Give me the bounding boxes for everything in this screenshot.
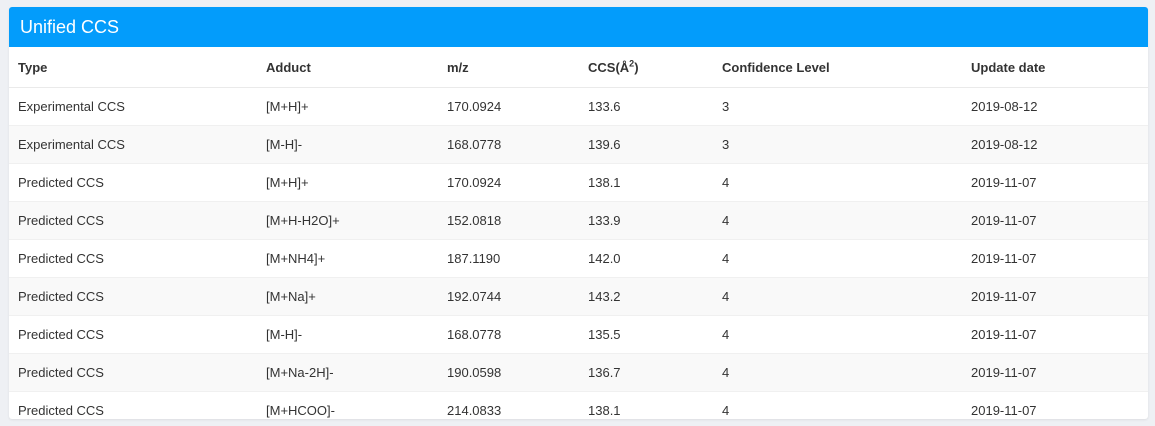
table-row: Predicted CCS [M-H]- 168.0778 135.5 4 2019-11… (9, 315, 1148, 354)
cell-ccs: 135.5 (579, 315, 713, 354)
cell-update-date: 2019-11-07 (962, 277, 1148, 316)
cell-mz: 214.0833 (438, 391, 579, 419)
table-row: Predicted CCS [M+NH4]+ 187.1190 142.0 4 2019-… (9, 239, 1148, 278)
cell-type: Predicted CCS (9, 201, 257, 240)
table-row: Predicted CCS [M+HCOO]- 214.0833 138.1 4 2019… (9, 391, 1148, 419)
column-header-adduct: Adduct (257, 47, 438, 88)
cell-update-date: 2019-11-07 (962, 353, 1148, 392)
cell-mz: 168.0778 (438, 125, 579, 164)
cell-mz: 187.1190 (438, 239, 579, 278)
cell-adduct: [M+H]+ (257, 87, 438, 126)
cell-mz: 190.0598 (438, 353, 579, 392)
cell-confidence: 3 (713, 87, 962, 126)
cell-type: Predicted CCS (9, 315, 257, 354)
cell-mz: 152.0818 (438, 201, 579, 240)
cell-ccs: 138.1 (579, 391, 713, 419)
cell-confidence: 4 (713, 163, 962, 202)
cell-type: Predicted CCS (9, 353, 257, 392)
cell-update-date: 2019-08-12 (962, 125, 1148, 164)
ccs-header-close: ) (634, 59, 639, 75)
cell-type: Experimental CCS (9, 125, 257, 164)
column-header-ccs: CCS(Å2) (579, 47, 713, 88)
cell-adduct: [M+H]+ (257, 163, 438, 202)
cell-mz: 170.0924 (438, 87, 579, 126)
cell-adduct: [M-H]- (257, 315, 438, 354)
cell-ccs: 136.7 (579, 353, 713, 392)
ccs-header-superscript: 2 (629, 58, 635, 69)
cell-ccs: 139.6 (579, 125, 713, 164)
table-row: Predicted CCS [M+Na]+ 192.0744 143.2 4 2019-1… (9, 277, 1148, 316)
table-row: Predicted CCS [M+Na-2H]- 190.0598 136.7 4 201… (9, 353, 1148, 392)
cell-ccs: 133.6 (579, 87, 713, 126)
cell-confidence: 4 (713, 239, 962, 278)
cell-type: Predicted CCS (9, 391, 257, 419)
table-row: Experimental CCS [M-H]- 168.0778 139.6 3 2019… (9, 125, 1148, 164)
cell-adduct: [M+H-H2O]+ (257, 201, 438, 240)
ccs-table: Type Adduct m/z CCS(Å2) Confidence Level… (9, 47, 1148, 419)
cell-confidence: 4 (713, 391, 962, 419)
cell-confidence: 3 (713, 125, 962, 164)
table-row: Experimental CCS [M+H]+ 170.0924 133.6 3 2019… (9, 87, 1148, 126)
cell-update-date: 2019-11-07 (962, 163, 1148, 202)
ccs-header-label: CCS(Å (588, 59, 630, 75)
cell-confidence: 4 (713, 201, 962, 240)
cell-confidence: 4 (713, 277, 962, 316)
cell-ccs: 142.0 (579, 239, 713, 278)
cell-ccs: 138.1 (579, 163, 713, 202)
column-header-mz: m/z (438, 47, 579, 88)
cell-update-date: 2019-11-07 (962, 391, 1148, 419)
cell-update-date: 2019-11-07 (962, 239, 1148, 278)
column-header-update-date: Update date (962, 47, 1148, 88)
cell-type: Predicted CCS (9, 277, 257, 316)
cell-mz: 170.0924 (438, 163, 579, 202)
table-header-row: Type Adduct m/z CCS(Å2) Confidence Level… (9, 47, 1148, 88)
unified-ccs-panel: Unified CCS Type Adduct m/z CCS(Å2) Conf… (9, 7, 1148, 419)
column-header-confidence: Confidence Level (713, 47, 962, 88)
table-body: Experimental CCS [M+H]+ 170.0924 133.6 3 2019… (9, 87, 1148, 419)
table-row: Predicted CCS [M+H-H2O]+ 152.0818 133.9 4 201… (9, 201, 1148, 240)
cell-adduct: [M+HCOO]- (257, 391, 438, 419)
cell-confidence: 4 (713, 315, 962, 354)
panel-title: Unified CCS (9, 7, 1148, 47)
cell-ccs: 133.9 (579, 201, 713, 240)
cell-mz: 168.0778 (438, 315, 579, 354)
cell-ccs: 143.2 (579, 277, 713, 316)
cell-adduct: [M+NH4]+ (257, 239, 438, 278)
table-row: Predicted CCS [M+H]+ 170.0924 138.1 4 2019-11… (9, 163, 1148, 202)
cell-update-date: 2019-11-07 (962, 201, 1148, 240)
cell-confidence: 4 (713, 353, 962, 392)
cell-type: Predicted CCS (9, 239, 257, 278)
cell-update-date: 2019-11-07 (962, 315, 1148, 354)
cell-adduct: [M-H]- (257, 125, 438, 164)
cell-adduct: [M+Na-2H]- (257, 353, 438, 392)
cell-type: Experimental CCS (9, 87, 257, 126)
cell-update-date: 2019-08-12 (962, 87, 1148, 126)
cell-mz: 192.0744 (438, 277, 579, 316)
cell-adduct: [M+Na]+ (257, 277, 438, 316)
cell-type: Predicted CCS (9, 163, 257, 202)
column-header-type: Type (9, 47, 257, 88)
